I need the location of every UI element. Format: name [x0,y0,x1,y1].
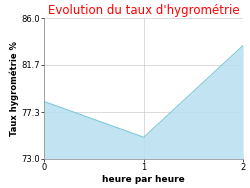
X-axis label: heure par heure: heure par heure [102,175,185,184]
Title: Evolution du taux d'hygrométrie: Evolution du taux d'hygrométrie [48,4,240,17]
Y-axis label: Taux hygrométrie %: Taux hygrométrie % [9,41,19,136]
